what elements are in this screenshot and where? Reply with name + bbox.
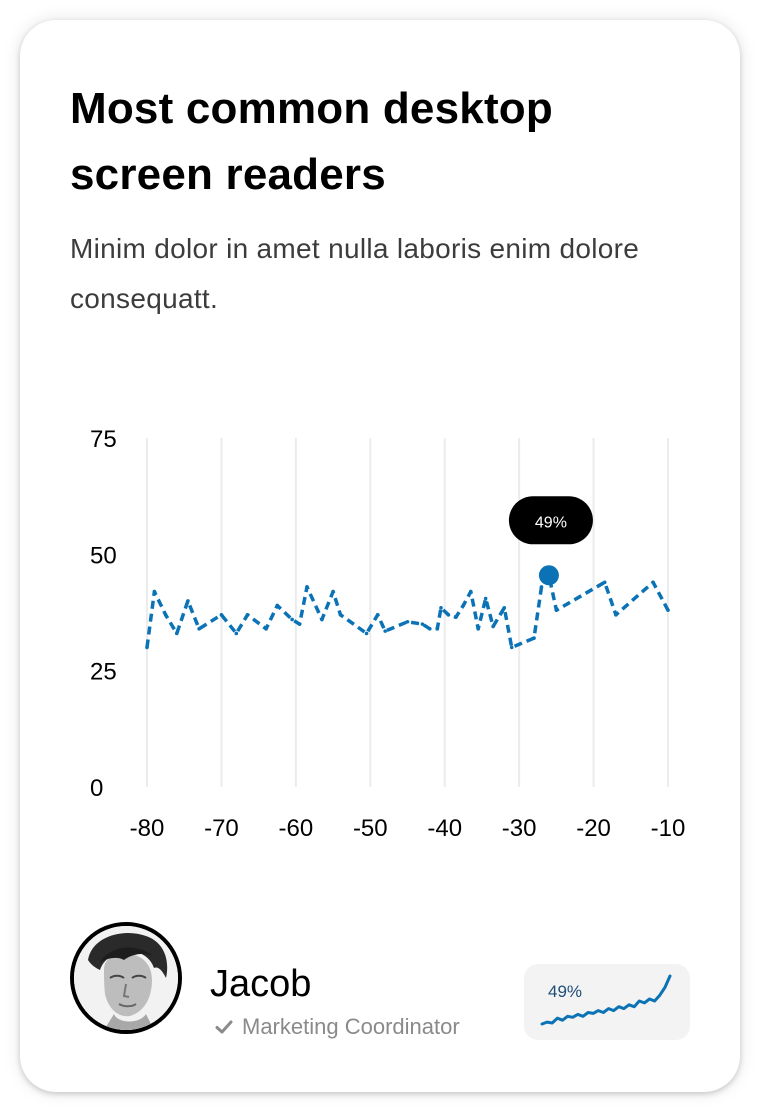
data-point	[197, 626, 201, 631]
tooltip-bubble	[508, 496, 593, 545]
screen-readers-card: Most common desktop screen readers Minim…	[20, 20, 740, 1092]
data-point	[461, 603, 466, 608]
data-point	[145, 645, 149, 650]
data-point	[338, 613, 343, 617]
data-point	[186, 599, 190, 603]
line-chart-svg: 0 25 50 75 -80 -70 -60 -50 -40 -30 -20 -10 49%	[90, 426, 686, 842]
avatar-portrait-icon	[74, 926, 178, 1030]
data-point	[264, 626, 268, 631]
data-point	[602, 580, 607, 585]
data-point	[509, 645, 514, 650]
data-point	[666, 608, 670, 612]
data-point	[320, 617, 324, 622]
sparkline-value: 49%	[548, 982, 583, 1001]
data-point	[364, 631, 369, 636]
y-tick-label: 0	[90, 775, 103, 802]
data-point	[163, 613, 168, 617]
data-point	[439, 606, 443, 610]
y-tick-label: 50	[90, 542, 117, 569]
x-tick-label: -20	[576, 815, 611, 842]
series-line	[145, 573, 670, 650]
data-point	[554, 608, 559, 612]
x-tick-label: -10	[651, 815, 686, 842]
data-point	[152, 589, 157, 594]
tooltip-label: 49%	[535, 514, 567, 531]
data-point	[290, 617, 294, 622]
highlight-point[interactable]	[538, 565, 559, 586]
line-chart: 0 25 50 75 -80 -70 -60 -50 -40 -30 -20 -10 49%	[60, 400, 700, 880]
data-point	[614, 613, 618, 617]
data-point	[454, 615, 458, 619]
sparkline-card[interactable]: 49%	[524, 964, 690, 1040]
x-tick-label: -70	[204, 815, 239, 842]
avatar[interactable]	[70, 922, 182, 1034]
data-point	[297, 622, 302, 626]
x-tick-label: -30	[502, 815, 537, 842]
profile-role: Marketing Coordinator	[214, 1014, 460, 1040]
data-point	[331, 589, 335, 594]
profile-name: Jacob	[210, 963, 312, 1005]
x-tick-label: -60	[279, 815, 314, 842]
data-point	[483, 596, 488, 601]
sparkline-line	[540, 974, 672, 1026]
x-tick-label: -80	[130, 815, 165, 842]
data-point	[174, 631, 179, 636]
data-point	[532, 636, 536, 640]
data-point	[476, 626, 481, 631]
y-tick-label: 25	[90, 659, 117, 686]
data-point	[405, 620, 410, 624]
data-point	[468, 589, 473, 594]
profile-footer: Jacob Marketing Coordinator 49%	[70, 922, 710, 1042]
check-icon	[215, 1020, 233, 1034]
chart-highlight-group: 49%	[508, 496, 593, 586]
data-point	[305, 585, 309, 589]
data-point	[245, 613, 250, 617]
x-tick-label: -40	[427, 815, 462, 842]
data-point	[375, 613, 380, 617]
chart-series-line-group	[145, 573, 670, 650]
data-point	[491, 624, 495, 629]
card-subtitle: Minim dolor in amet nulla laboris enim d…	[70, 233, 640, 314]
data-point	[539, 585, 544, 589]
profile-role-label: Marketing Coordinator	[242, 1014, 460, 1039]
data-point	[219, 613, 224, 617]
data-point	[428, 626, 432, 631]
data-point	[435, 626, 440, 631]
data-point	[651, 580, 655, 585]
x-axis-tick-labels: -80 -70 -60 -50 -40 -30 -20 -10	[130, 815, 686, 842]
x-tick-label: -50	[353, 815, 388, 842]
sparkline-chart	[540, 974, 672, 1026]
y-axis-tick-labels: 0 25 50 75	[90, 426, 117, 802]
data-point	[234, 631, 239, 636]
data-point	[275, 603, 280, 608]
y-tick-label: 75	[90, 426, 117, 453]
data-point	[383, 629, 387, 633]
card-title: Most common desktop screen readers	[70, 84, 553, 199]
data-point	[502, 606, 507, 610]
data-point	[446, 613, 451, 617]
data-point	[420, 622, 425, 626]
chart-gridlines	[146, 438, 669, 787]
